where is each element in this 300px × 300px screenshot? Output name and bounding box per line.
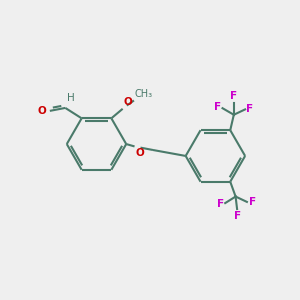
Text: F: F <box>217 199 224 209</box>
Text: F: F <box>214 102 221 112</box>
Text: F: F <box>246 104 254 114</box>
Text: F: F <box>230 92 237 101</box>
Text: O: O <box>124 97 132 107</box>
Text: O: O <box>38 106 46 116</box>
Text: O: O <box>136 148 145 158</box>
Text: F: F <box>249 197 256 208</box>
Text: CH₃: CH₃ <box>134 89 153 99</box>
Text: F: F <box>233 211 241 220</box>
Text: H: H <box>67 93 74 103</box>
